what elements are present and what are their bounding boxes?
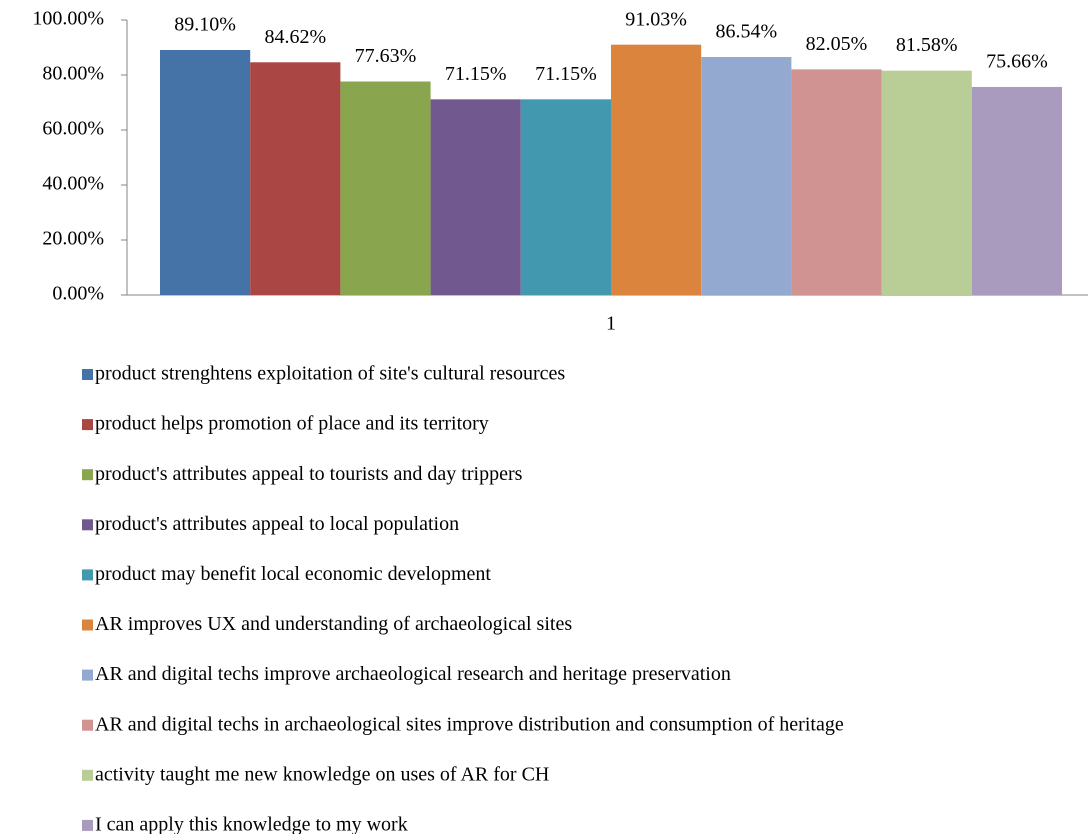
legend-swatch bbox=[82, 569, 93, 581]
legend-label: product may benefit local economic devel… bbox=[95, 563, 491, 585]
legend-swatch bbox=[82, 369, 93, 380]
data-label: 81.58% bbox=[896, 34, 958, 56]
legend-swatch bbox=[82, 819, 93, 831]
y-tick-label: 60.00% bbox=[42, 118, 104, 140]
bar bbox=[430, 99, 521, 296]
data-label: 71.15% bbox=[535, 63, 597, 85]
legend-label: activity taught me new knowledge on uses… bbox=[95, 763, 549, 785]
data-label: 75.66% bbox=[986, 51, 1048, 73]
x-tick-label: 1 bbox=[606, 313, 616, 335]
legend-swatch bbox=[82, 669, 93, 681]
legend-swatch bbox=[82, 419, 93, 431]
bar bbox=[971, 86, 1062, 295]
data-label: 77.63% bbox=[355, 45, 417, 67]
bar bbox=[611, 44, 702, 296]
y-tick-label: 20.00% bbox=[42, 228, 104, 250]
bar bbox=[520, 99, 611, 296]
data-label: 86.54% bbox=[715, 21, 777, 43]
legend-label: AR improves UX and understanding of arch… bbox=[95, 613, 572, 635]
y-tick-label: 40.00% bbox=[42, 173, 104, 195]
y-tick-label: 0.00% bbox=[52, 283, 104, 305]
legend-label: product strenghtens exploitation of site… bbox=[95, 363, 565, 385]
legend-swatch bbox=[82, 769, 93, 781]
data-label: 84.62% bbox=[264, 26, 326, 48]
legend-label: product helps promotion of place and its… bbox=[95, 413, 489, 435]
legend-swatch bbox=[82, 619, 93, 631]
data-label: 71.15% bbox=[445, 63, 507, 85]
bar bbox=[340, 81, 431, 295]
legend-label: product's attributes appeal to tourists … bbox=[95, 463, 523, 485]
bar bbox=[250, 62, 341, 295]
bar bbox=[701, 57, 792, 295]
legend-label: AR and digital techs improve archaeologi… bbox=[95, 663, 731, 685]
y-tick-label: 80.00% bbox=[42, 63, 104, 85]
bar bbox=[791, 69, 882, 295]
data-label: 89.10% bbox=[174, 14, 236, 36]
legend-swatch bbox=[82, 719, 93, 731]
bar bbox=[160, 49, 251, 295]
legend-swatch bbox=[82, 469, 93, 481]
data-label: 82.05% bbox=[806, 33, 868, 55]
bar bbox=[881, 70, 972, 295]
legend-label: product's attributes appeal to local pop… bbox=[95, 513, 459, 535]
legend-label: I can apply this knowledge to my work bbox=[95, 813, 408, 834]
data-label: 91.03% bbox=[625, 8, 687, 30]
legend-swatch bbox=[82, 519, 93, 531]
legend-label: AR and digital techs in archaeological s… bbox=[95, 713, 844, 735]
y-tick-label: 100.00% bbox=[32, 8, 104, 30]
